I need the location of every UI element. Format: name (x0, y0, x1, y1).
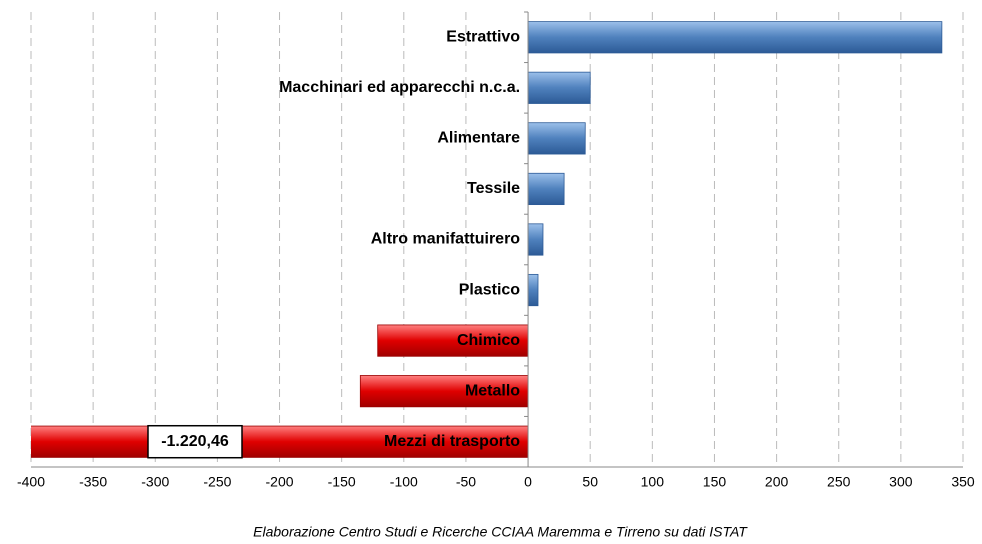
x-tick-label: 250 (827, 474, 851, 490)
caption: Elaborazione Centro Studi e Ricerche CCI… (253, 524, 748, 540)
category-label: Alimentare (437, 130, 520, 147)
x-tick-label: -200 (266, 474, 294, 490)
bar (527, 223, 544, 256)
x-tick-label: -350 (79, 474, 107, 490)
bar (527, 273, 539, 307)
bar (527, 122, 586, 155)
category-label: Estrattivo (446, 28, 520, 45)
x-tick-label: 300 (889, 474, 913, 490)
x-tick-label: -100 (390, 474, 418, 490)
category-label: Metallo (465, 382, 520, 399)
bar (527, 71, 591, 104)
x-tick-label: 100 (641, 474, 665, 490)
category-label: Altro manifattuirero (371, 231, 521, 248)
x-tick-label: 50 (582, 474, 598, 490)
category-label: Macchinari ed apparecchi n.c.a. (279, 79, 520, 96)
x-tick-label: 0 (524, 474, 532, 490)
category-label: Chimico (457, 332, 520, 349)
bar (527, 172, 565, 206)
x-tick-label: -50 (456, 474, 476, 490)
x-tick-label: -400 (17, 474, 45, 490)
x-tick-label: 150 (703, 474, 727, 490)
bar (527, 21, 943, 54)
x-tick-label: 350 (951, 474, 975, 490)
x-tick-label: -250 (203, 474, 231, 490)
x-tick-label: 200 (765, 474, 789, 490)
value-label: -1.220,46 (161, 433, 229, 450)
value-label-box (147, 424, 243, 459)
x-tick-label: -150 (328, 474, 356, 490)
x-tick-label: -300 (141, 474, 169, 490)
category-label: Mezzi di trasporto (384, 433, 520, 450)
category-label: Plastico (459, 281, 521, 298)
category-label: Tessile (467, 180, 520, 197)
